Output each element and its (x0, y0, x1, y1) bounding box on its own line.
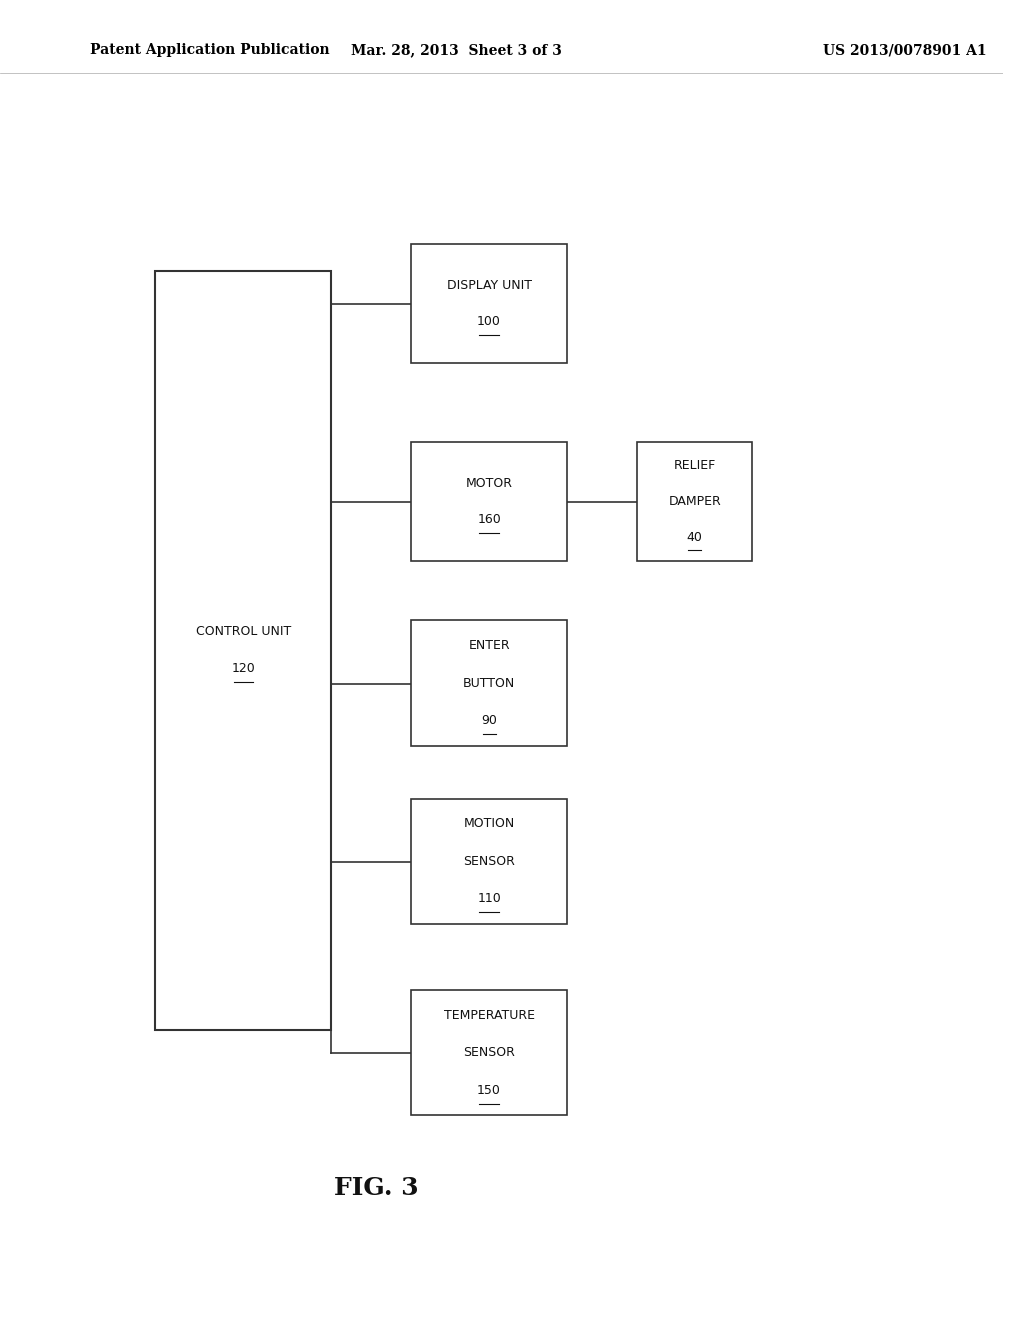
FancyBboxPatch shape (412, 990, 567, 1115)
Text: SENSOR: SENSOR (463, 855, 515, 867)
Text: Mar. 28, 2013  Sheet 3 of 3: Mar. 28, 2013 Sheet 3 of 3 (351, 44, 562, 57)
Text: DISPLAY UNIT: DISPLAY UNIT (446, 280, 531, 292)
Text: TEMPERATURE: TEMPERATURE (443, 1008, 535, 1022)
Text: Patent Application Publication: Patent Application Publication (90, 44, 330, 57)
Text: BUTTON: BUTTON (463, 677, 515, 689)
Text: CONTROL UNIT: CONTROL UNIT (196, 626, 291, 638)
Text: 150: 150 (477, 1084, 501, 1097)
Text: SENSOR: SENSOR (463, 1047, 515, 1059)
FancyBboxPatch shape (412, 244, 567, 363)
Text: US 2013/0078901 A1: US 2013/0078901 A1 (822, 44, 986, 57)
Text: 90: 90 (481, 714, 497, 727)
FancyBboxPatch shape (156, 271, 331, 1030)
Text: FIG. 3: FIG. 3 (334, 1176, 419, 1200)
Text: 40: 40 (687, 531, 702, 544)
Text: RELIEF: RELIEF (674, 459, 716, 473)
Text: ENTER: ENTER (468, 639, 510, 652)
Text: 120: 120 (231, 663, 255, 675)
FancyBboxPatch shape (412, 620, 567, 746)
FancyBboxPatch shape (637, 442, 753, 561)
FancyBboxPatch shape (412, 799, 567, 924)
Text: DAMPER: DAMPER (669, 495, 721, 508)
FancyBboxPatch shape (412, 442, 567, 561)
Text: 100: 100 (477, 315, 501, 327)
Text: 110: 110 (477, 892, 501, 906)
Text: MOTOR: MOTOR (466, 478, 513, 490)
Text: 160: 160 (477, 513, 501, 525)
Text: MOTION: MOTION (464, 817, 515, 830)
